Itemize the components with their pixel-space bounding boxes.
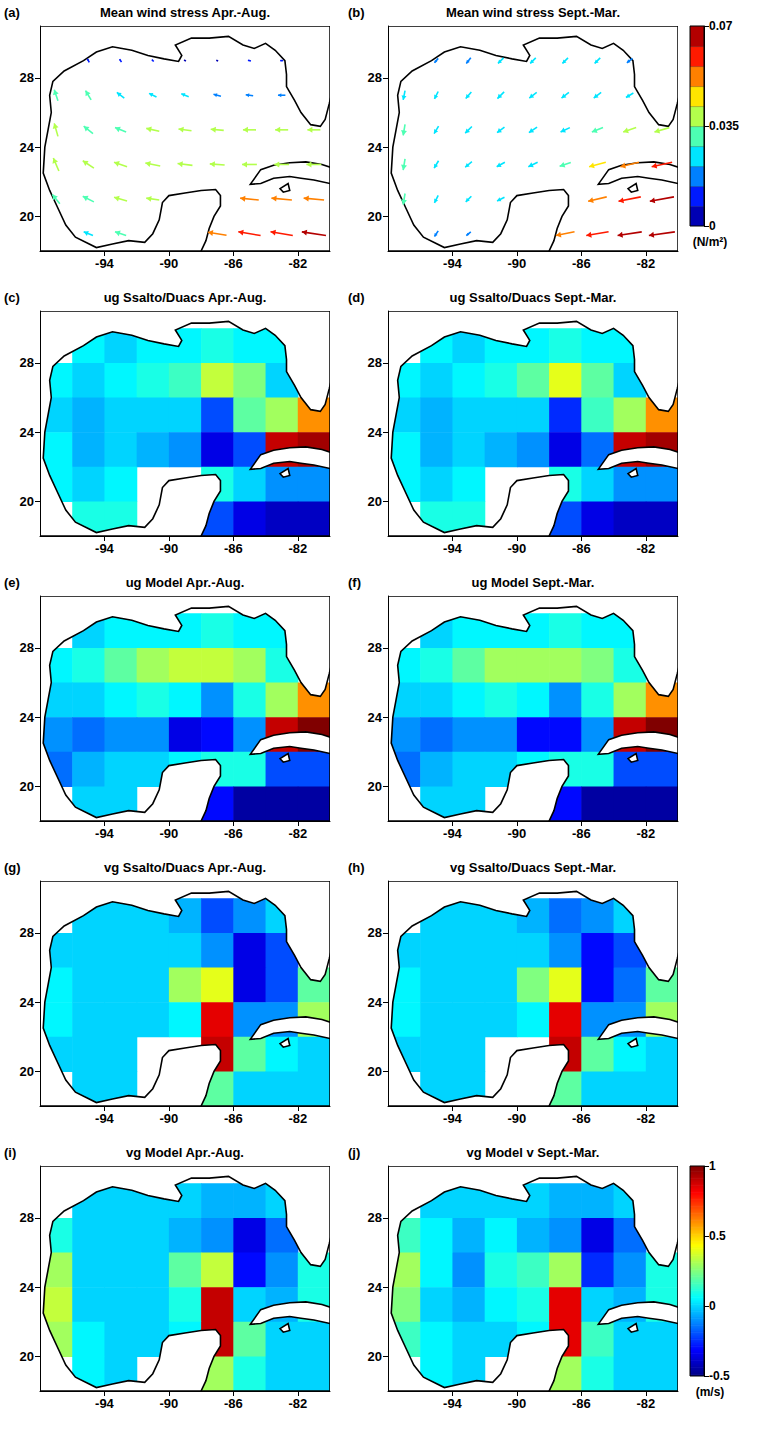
svg-text:24: 24 [20,425,35,440]
svg-text:-90: -90 [507,1111,526,1126]
svg-text:0.07: 0.07 [709,19,733,33]
svg-text:Mean wind stress Sept.-Mar.: Mean wind stress Sept.-Mar. [446,5,620,20]
svg-text:28: 28 [368,70,382,85]
svg-text:(i): (i) [4,1145,16,1160]
svg-text:24: 24 [368,425,383,440]
svg-text:28: 28 [368,925,382,940]
svg-text:-82: -82 [288,541,307,556]
svg-text:20: 20 [368,1064,382,1079]
svg-text:-86: -86 [224,826,243,841]
svg-text:28: 28 [368,355,382,370]
svg-text:-86: -86 [224,541,243,556]
svg-text:(a): (a) [4,5,20,20]
svg-text:vg Model Apr.-Aug.: vg Model Apr.-Aug. [126,1145,244,1160]
svg-text:(b): (b) [348,5,365,20]
svg-text:28: 28 [20,355,34,370]
svg-text:(e): (e) [4,575,20,590]
svg-text:(h): (h) [348,860,365,875]
svg-text:20: 20 [20,494,34,509]
svg-text:(g): (g) [4,860,21,875]
svg-text:20: 20 [368,779,382,794]
svg-text:1: 1 [709,1159,716,1173]
svg-text:0.035: 0.035 [709,119,739,133]
svg-text:28: 28 [368,1210,382,1225]
svg-text:0: 0 [709,1299,716,1313]
svg-text:-94: -94 [443,1111,463,1126]
svg-text:24: 24 [368,710,383,725]
svg-text:Mean wind stress Apr.-Aug.: Mean wind stress Apr.-Aug. [100,5,270,20]
svg-text:-90: -90 [507,1396,526,1411]
svg-text:-94: -94 [443,1396,463,1411]
svg-text:-0.5: -0.5 [709,1369,730,1383]
svg-text:vg Ssalto/Duacs Sept.-Mar.: vg Ssalto/Duacs Sept.-Mar. [450,860,616,875]
svg-text:(j): (j) [348,1145,360,1160]
svg-text:0: 0 [709,219,716,233]
svg-text:-94: -94 [95,256,115,271]
svg-text:-90: -90 [159,1111,178,1126]
svg-text:-94: -94 [443,256,463,271]
svg-text:0.5: 0.5 [709,1229,726,1243]
svg-text:20: 20 [20,1064,34,1079]
svg-text:-86: -86 [572,541,591,556]
svg-text:-90: -90 [159,1396,178,1411]
svg-text:24: 24 [20,995,35,1010]
svg-text:28: 28 [20,640,34,655]
svg-text:ug Model Apr.-Aug.: ug Model Apr.-Aug. [126,575,245,590]
svg-text:-86: -86 [224,256,243,271]
svg-text:ug Model Sept.-Mar.: ug Model Sept.-Mar. [472,575,595,590]
svg-text:-94: -94 [95,1111,115,1126]
svg-text:20: 20 [20,779,34,794]
svg-text:-86: -86 [224,1396,243,1411]
svg-text:-82: -82 [636,1396,655,1411]
svg-text:20: 20 [368,209,382,224]
svg-text:vg Ssalto/Duacs Apr.-Aug.: vg Ssalto/Duacs Apr.-Aug. [104,860,266,875]
svg-text:ug Ssalto/Duacs Apr.-Aug.: ug Ssalto/Duacs Apr.-Aug. [104,290,267,305]
svg-text:(f): (f) [348,575,361,590]
svg-text:ug Ssalto/Duacs Sept.-Mar.: ug Ssalto/Duacs Sept.-Mar. [450,290,617,305]
svg-text:20: 20 [20,209,34,224]
svg-text:28: 28 [20,925,34,940]
svg-text:-82: -82 [636,826,655,841]
svg-text:-90: -90 [159,541,178,556]
svg-text:-82: -82 [636,1111,655,1126]
svg-text:-94: -94 [95,826,115,841]
svg-text:-90: -90 [507,256,526,271]
svg-text:-90: -90 [159,826,178,841]
svg-text:-82: -82 [636,256,655,271]
svg-text:28: 28 [20,1210,34,1225]
svg-text:-94: -94 [95,1396,115,1411]
svg-text:20: 20 [20,1349,34,1364]
svg-text:-90: -90 [159,256,178,271]
svg-text:(d): (d) [348,290,365,305]
svg-text:24: 24 [368,1280,383,1295]
svg-text:-86: -86 [572,1111,591,1126]
svg-text:20: 20 [368,494,382,509]
svg-text:24: 24 [20,1280,35,1295]
svg-text:24: 24 [20,140,35,155]
svg-text:-90: -90 [507,541,526,556]
svg-text:-82: -82 [288,1396,307,1411]
svg-text:24: 24 [368,140,383,155]
svg-text:-86: -86 [224,1111,243,1126]
svg-text:28: 28 [20,70,34,85]
svg-text:-82: -82 [636,541,655,556]
svg-text:(c): (c) [4,290,20,305]
svg-text:-82: -82 [288,826,307,841]
svg-text:-90: -90 [507,826,526,841]
svg-text:24: 24 [20,710,35,725]
svg-text:20: 20 [368,1349,382,1364]
svg-text:-86: -86 [572,1396,591,1411]
svg-text:-82: -82 [288,256,307,271]
svg-text:-86: -86 [572,826,591,841]
svg-text:-86: -86 [572,256,591,271]
svg-text:(m/s): (m/s) [696,1385,725,1399]
svg-text:-94: -94 [443,826,463,841]
svg-text:-82: -82 [288,1111,307,1126]
svg-text:28: 28 [368,640,382,655]
svg-text:vg Model v Sept.-Mar.: vg Model v Sept.-Mar. [467,1145,600,1160]
svg-text:(N/m²): (N/m²) [693,235,728,249]
svg-text:-94: -94 [443,541,463,556]
svg-text:-94: -94 [95,541,115,556]
svg-text:24: 24 [368,995,383,1010]
